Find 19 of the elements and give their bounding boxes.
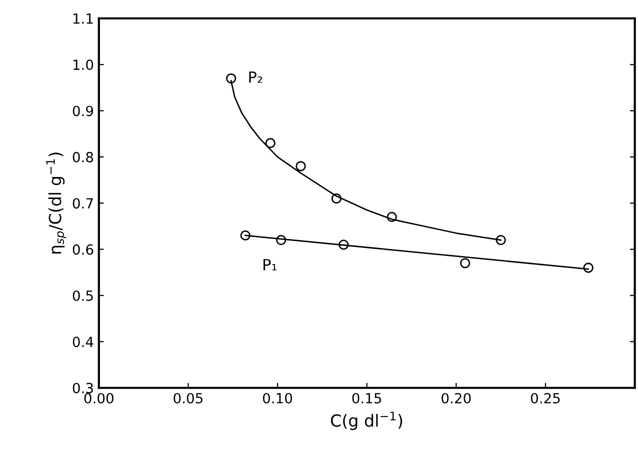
x-tick-label: 0.00 [84,392,114,404]
annotation: P₁ [264,259,277,270]
annotation: P₂ [249,71,262,83]
y-tick-label: 0.6 [72,244,94,255]
y-tick-label: 1.1 [73,14,93,24]
y-tick-label: 0.4 [72,336,94,348]
y-tick-label: 0.3 [72,382,93,394]
y-tick-label: 1.0 [73,60,94,70]
y-tick-label: 0.9 [72,106,94,116]
x-tick-label: 0.20 [442,392,471,404]
x-tick-label: 0.10 [262,392,292,404]
y-tick-label: 0.8 [72,152,94,162]
x-tick-label: 0.05 [174,392,202,404]
y-tick-label: 0.5 [72,290,93,301]
x-tick-label: 0.25 [530,392,560,404]
y-axis-title: η$_{sp}$/C(dl g$^{−1}$) [46,152,66,254]
x-axis-title: C(g dl$^{−1}$) [330,412,402,430]
x-tick-label: 0.15 [352,392,382,404]
y-tick-label: 0.7 [72,198,93,209]
